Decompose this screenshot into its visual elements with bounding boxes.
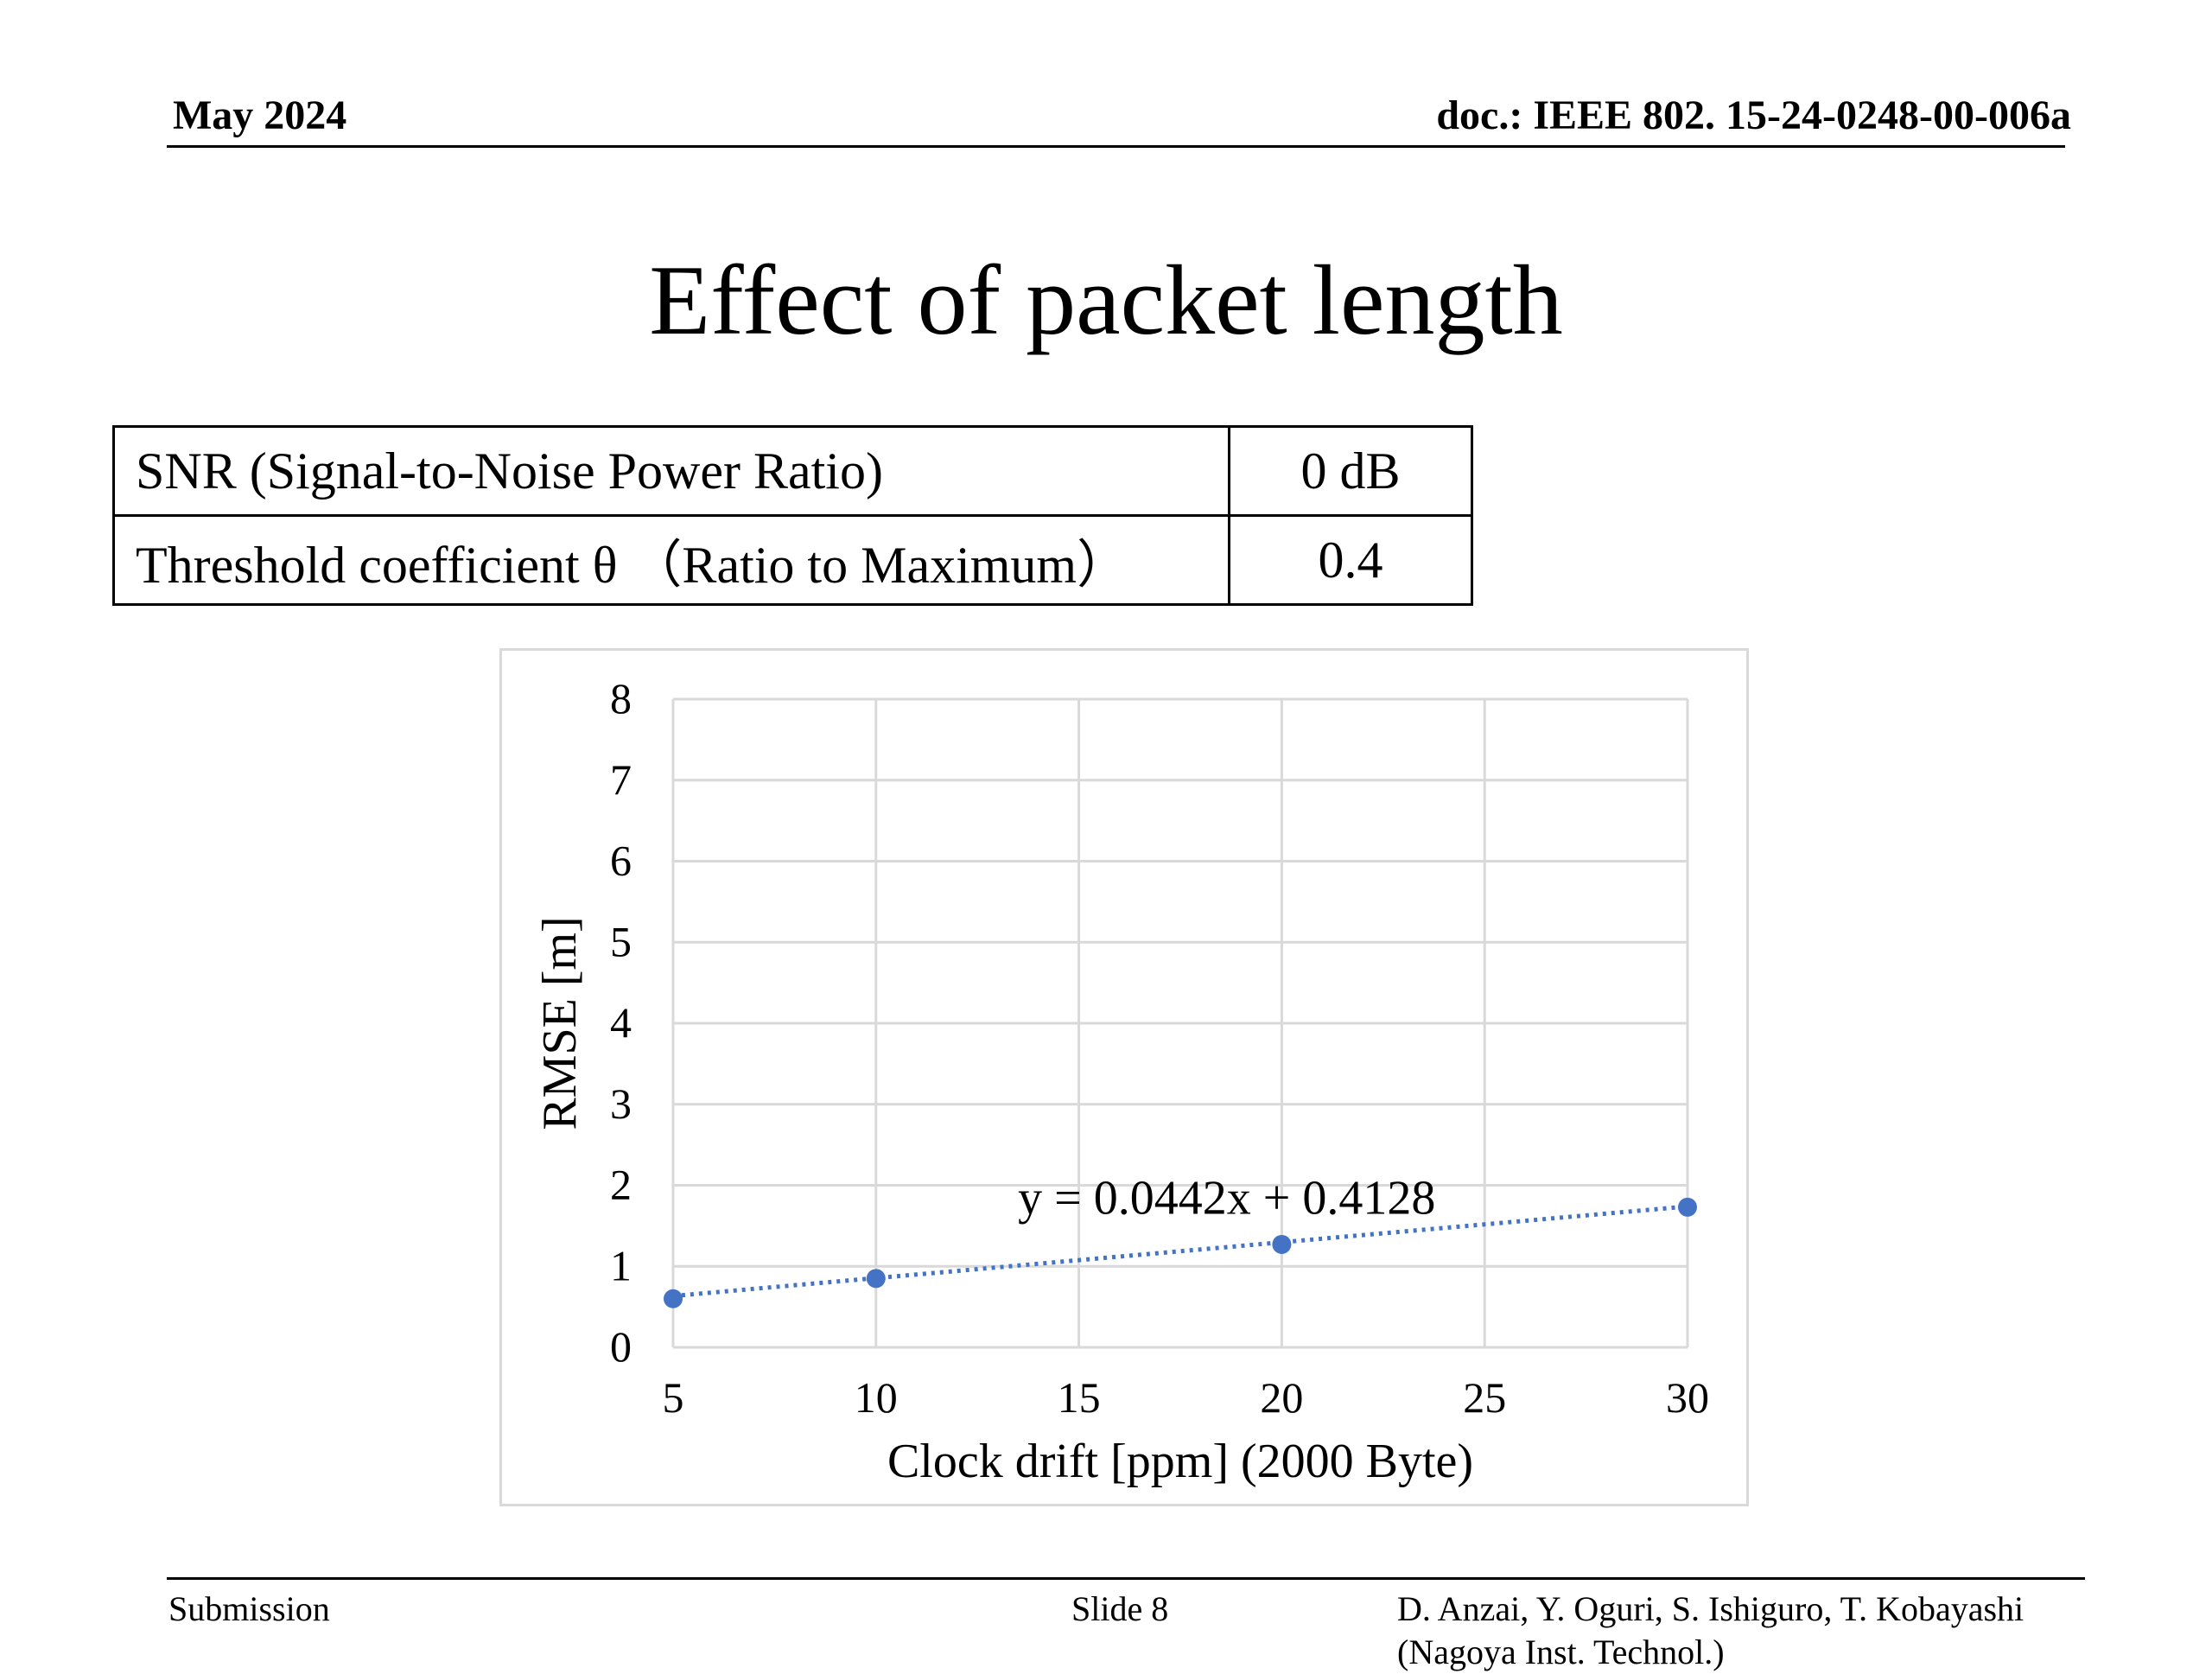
footer-affiliation: (Nagoya Inst. Technol.) [1397,1633,1725,1671]
x-tick-label: 25 [1463,1373,1506,1422]
header-date: May 2024 [173,92,347,138]
chart-frame: 0 1 2 3 4 5 6 7 8 5 10 15 20 25 30 Clock drift [ppm] (2… [499,648,1749,1506]
x-tick-label: 20 [1260,1373,1303,1422]
y-tick-label: 4 [610,998,632,1047]
x-axis-label: Clock drift [ppm] (2000 Byte) [887,1435,1473,1488]
trendline-equation: y = 0.0442x + 0.4128 [1018,1171,1435,1225]
y-tick-label: 3 [610,1079,632,1128]
footer-rule [167,1577,2085,1580]
x-tick-label: 5 [663,1373,684,1422]
footer-submission: Submission [168,1589,330,1628]
parameter-table: SNR (Signal-to-Noise Power Ratio) 0 dB T… [112,425,1473,606]
y-tick-label: 7 [610,755,632,804]
data-point [1678,1197,1697,1217]
x-tick-label: 30 [1666,1373,1709,1422]
x-tick-label: 15 [1058,1373,1101,1422]
y-tick-label: 5 [610,917,632,965]
param-value-snr: 0 dB [1228,425,1473,517]
param-label-snr: SNR (Signal-to-Noise Power Ratio) [112,425,1230,517]
footer-authors: D. Anzai, Y. Oguri, S. Ishiguro, T. Koba… [1397,1588,2024,1674]
y-tick-label: 1 [610,1241,632,1289]
rmse-chart: 0 1 2 3 4 5 6 7 8 5 10 15 20 25 30 Clock drift [ppm] (2… [533,674,1709,1488]
x-tick-label: 10 [855,1373,898,1422]
footer-author-names: D. Anzai, Y. Oguri, S. Ishiguro, T. Koba… [1397,1589,2024,1628]
param-value-threshold: 0.4 [1228,514,1473,606]
header-rule [167,145,2065,148]
y-tick-label: 2 [610,1161,632,1209]
table-row: Threshold coefficient θ （Ratio to Maximu… [112,514,1473,606]
y-axis-label: RMSE [m] [533,916,587,1130]
data-point [866,1269,886,1289]
param-label-threshold: Threshold coefficient θ （Ratio to Maximu… [112,514,1230,606]
y-tick-label: 6 [610,837,632,885]
trendline [672,1204,1688,1299]
y-tick-label: 8 [610,674,632,722]
data-point [1272,1234,1292,1254]
table-row: SNR (Signal-to-Noise Power Ratio) 0 dB [112,425,1473,517]
footer-slide-number: Slide 8 [1071,1589,1169,1628]
data-point [664,1289,683,1308]
header-doc-id: doc.: IEEE 802. 15-24-0248-00-006a [1436,92,2071,138]
slide-title: Effect of packet length [649,245,1563,356]
y-tick-label: 0 [610,1322,632,1371]
